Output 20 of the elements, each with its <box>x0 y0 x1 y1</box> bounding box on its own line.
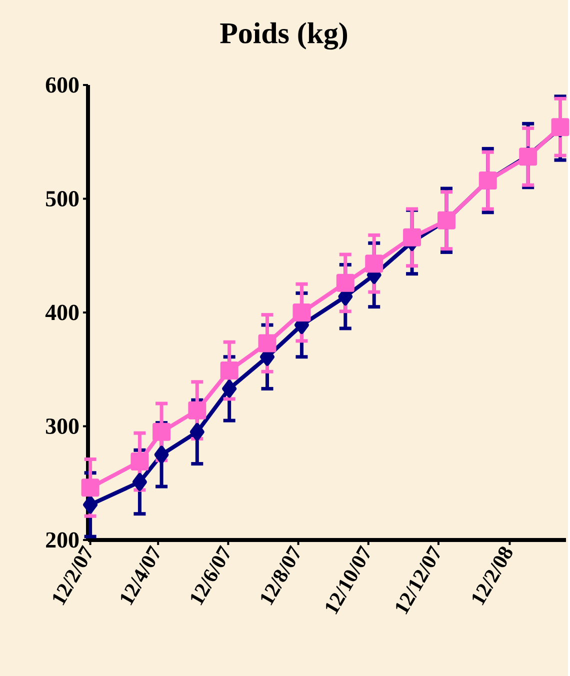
point <box>403 228 422 246</box>
point <box>190 422 205 441</box>
point <box>82 478 100 497</box>
point <box>365 254 384 273</box>
point <box>83 496 98 514</box>
point <box>152 422 171 441</box>
point <box>154 446 169 464</box>
point <box>130 452 149 471</box>
point <box>188 401 206 420</box>
y-tick-label: 300 <box>46 418 79 434</box>
point <box>222 380 237 398</box>
point <box>132 472 148 491</box>
point <box>336 274 355 292</box>
chart-title: Poids (kg) <box>220 22 348 50</box>
y-tick-label: 500 <box>46 191 79 206</box>
y-tick-label: 600 <box>46 77 79 93</box>
point <box>220 362 239 380</box>
point <box>292 304 311 322</box>
y-tick-label: 400 <box>46 304 79 320</box>
point <box>258 334 276 352</box>
